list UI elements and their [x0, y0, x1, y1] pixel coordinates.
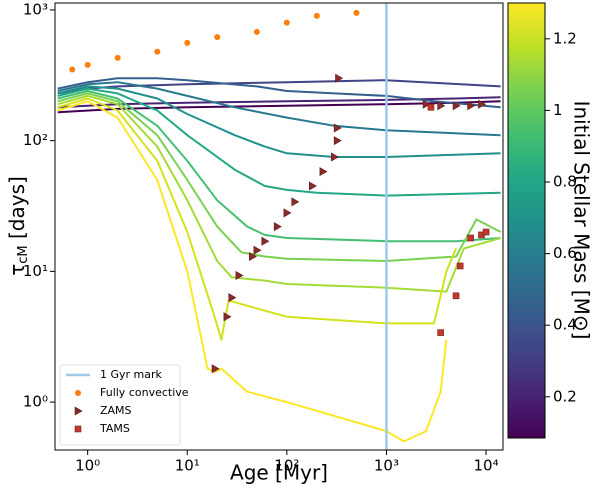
marker-triangle [273, 222, 282, 232]
legend [59, 364, 181, 446]
marker-triangle [319, 167, 328, 177]
legend-label: 1 Gyr mark [100, 368, 163, 381]
marker-circle [283, 19, 290, 26]
x-tick-label: 10³ [374, 457, 399, 475]
colorbar [507, 2, 546, 439]
marker-circle [69, 66, 76, 73]
legend-label: TAMS [99, 422, 130, 435]
track-line [57, 92, 502, 262]
marker-circle [75, 390, 81, 396]
marker-triangle [452, 101, 461, 111]
marker-circle [214, 34, 221, 41]
track-line [57, 79, 501, 95]
track-line [57, 87, 501, 197]
y-label-unit: [days] [5, 176, 29, 245]
track-line [57, 97, 458, 341]
legend-label: ZAMS [100, 404, 132, 417]
track-line [57, 90, 501, 243]
marker-circle [114, 54, 121, 61]
marker-triangle [331, 152, 339, 162]
marker-triangle [261, 236, 270, 246]
axes-frame [54, 2, 504, 451]
marker-square [456, 262, 464, 270]
x-tick-label: 10⁴ [473, 457, 498, 475]
marker-square [74, 425, 82, 433]
y-tick-label: 10³ [23, 0, 48, 18]
track-line [57, 100, 448, 443]
colorbar-tick-label: 1.2 [553, 29, 577, 47]
track-line [57, 85, 501, 158]
marker-triangle [223, 312, 232, 322]
marker-triangle [253, 245, 262, 255]
marker-square [482, 228, 490, 236]
y-tick-label: 10¹ [23, 262, 48, 280]
marker-triangle [467, 101, 476, 111]
marker-triangle [283, 208, 292, 218]
colorbar-label: Initial Stellar Mass [M⊙] [570, 101, 593, 340]
y-tick-label: 10⁰ [23, 393, 48, 411]
marker-circle [253, 28, 260, 35]
marker-circle [184, 39, 191, 46]
marker-triangle [74, 406, 83, 416]
marker-square [437, 329, 444, 336]
marker-triangle [211, 364, 220, 374]
track-line [57, 81, 501, 137]
x-tick-label: 10¹ [175, 457, 200, 475]
marker-square [467, 234, 474, 242]
x-tick-label: 10⁰ [75, 457, 100, 475]
plot-area [57, 3, 502, 450]
marker-triangle [228, 293, 237, 303]
colorbar-tick-label: 0.2 [553, 387, 577, 405]
marker-square [452, 292, 460, 300]
y-tick-label: 10² [23, 131, 48, 149]
colorbar-tick-label: 0.8 [553, 173, 577, 191]
marker-triangle [333, 136, 342, 146]
track-line [57, 77, 501, 109]
marker-triangle [249, 251, 257, 261]
marker-triangle [335, 73, 344, 83]
marker-triangle [308, 181, 317, 191]
marker-triangle [291, 197, 300, 207]
marker-triangle [333, 123, 342, 133]
y-axis-label: τcM [days] [5, 176, 31, 276]
legend-label: Fully convective [100, 386, 189, 399]
colorbar-tick-label: 1 [553, 101, 563, 119]
marker-circle [84, 61, 91, 68]
x-tick-label: 10² [274, 457, 299, 475]
marker-triangle [437, 101, 446, 111]
colorbar-tick-label: 0.6 [553, 244, 577, 262]
colorbar-tick-label: 0.4 [553, 316, 577, 334]
marker-circle [154, 48, 161, 55]
marker-circle [353, 9, 360, 16]
y-label-main: τ [5, 264, 29, 276]
marker-square [427, 103, 435, 111]
y-label-sub: cM [16, 245, 31, 263]
track-line [57, 94, 501, 293]
marker-triangle [478, 99, 487, 109]
marker-circle [313, 12, 320, 19]
x-axis-label: Age [Myr] [230, 461, 328, 485]
marker-triangle [235, 270, 244, 281]
marker-triangle [422, 99, 431, 109]
